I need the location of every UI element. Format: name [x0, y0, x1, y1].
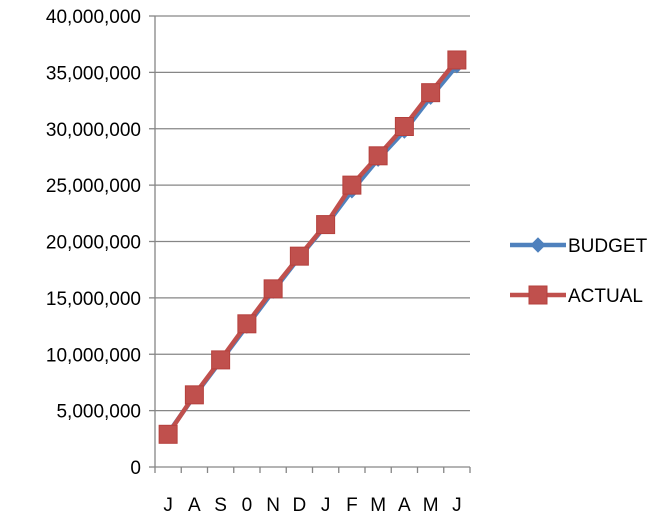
y-axis-tick-labels: 0 5,000,000 10,000,000 15,000,000 20,000,000… [46, 7, 141, 479]
y-tick-label: 15,000,000 [46, 289, 141, 310]
x-tick-label: A [398, 495, 411, 516]
x-tick-label: A [188, 495, 201, 516]
data-point-marker [528, 285, 548, 305]
x-tick-label: N [266, 495, 280, 516]
data-point-marker [158, 424, 178, 444]
x-tick-label: M [370, 495, 386, 516]
y-tick-label: 0 [130, 458, 141, 479]
data-point-marker [368, 146, 388, 166]
series-group [158, 50, 467, 444]
y-tick-label: 40,000,000 [46, 7, 141, 28]
x-tick-label: D [293, 495, 307, 516]
y-tick-label: 30,000,000 [46, 120, 141, 141]
data-point-marker [342, 175, 362, 195]
data-point-marker [447, 50, 467, 70]
y-tick-label: 20,000,000 [46, 233, 141, 254]
legend-label: BUDGET [568, 236, 648, 257]
gridlines [155, 15, 470, 412]
data-point-marker [530, 237, 546, 253]
data-point-marker [289, 246, 309, 266]
x-tick-label: J [452, 495, 462, 516]
axes [149, 15, 471, 473]
legend-label: ACTUAL [568, 286, 643, 307]
series-budget [160, 57, 465, 441]
data-point-marker [211, 350, 231, 370]
legend-entry-actual: ACTUAL [510, 285, 643, 307]
data-point-marker [237, 314, 257, 334]
x-tick-label: M [423, 495, 439, 516]
series-actual [158, 50, 467, 444]
data-point-marker [184, 385, 204, 405]
data-point-marker [421, 83, 441, 103]
x-tick-label: J [321, 495, 331, 516]
legend-entry-budget: BUDGET [510, 236, 648, 257]
series-line [166, 58, 459, 436]
y-tick-label: 35,000,000 [46, 63, 141, 84]
y-tick-label: 10,000,000 [46, 345, 141, 366]
data-point-marker [316, 215, 336, 235]
data-point-marker [394, 116, 414, 136]
x-tick-label: 0 [242, 495, 253, 516]
y-tick-label: 5,000,000 [56, 402, 141, 423]
x-tick-label: J [163, 495, 173, 516]
x-tick-label: F [346, 495, 358, 516]
legend: BUDGET ACTUAL [510, 236, 648, 307]
data-point-marker [263, 279, 283, 299]
y-tick-label: 25,000,000 [46, 176, 141, 197]
x-tick-label: S [214, 495, 227, 516]
